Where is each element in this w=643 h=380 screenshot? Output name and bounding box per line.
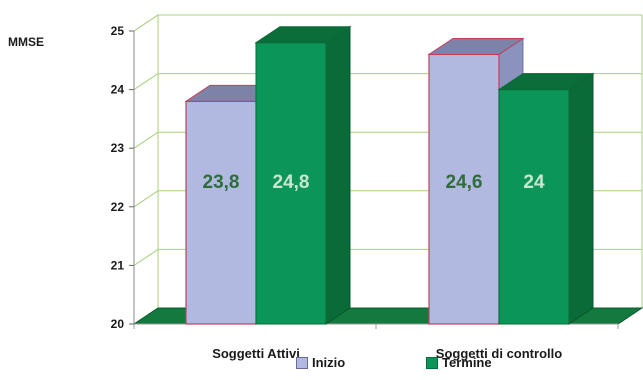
x-tick-label: Soggetti Attivi: [212, 346, 300, 361]
y-axis-label: MMSE: [8, 35, 44, 49]
bar-termine: [255, 42, 327, 325]
legend: Inizio Termine: [0, 355, 643, 373]
legend-swatch-inizio: [296, 356, 308, 369]
bar-top-termine: [497, 73, 595, 91]
gridline-side: [133, 131, 159, 149]
legend-label-termine: Termine: [442, 355, 492, 370]
x-tick-label: Soggetti di controllo: [436, 346, 562, 361]
legend-item-termine: Termine: [426, 355, 492, 370]
gridline-side: [133, 190, 159, 208]
legend-label-inizio: Inizio: [312, 355, 346, 370]
bar-top-termine: [254, 26, 352, 44]
data-label: 24,8: [273, 172, 310, 193]
y-tick-label: 21: [111, 258, 125, 272]
gridline-side: [133, 14, 159, 32]
legend-item-inizio: Inizio: [296, 355, 345, 370]
y-tick-label: 24: [111, 83, 125, 97]
y-tick-label: 20: [111, 317, 125, 331]
legend-swatch-termine: [426, 356, 438, 369]
bar-termine: [498, 89, 570, 325]
gridline-side: [133, 73, 159, 91]
gridline-side: [133, 248, 159, 266]
side-wall: [133, 14, 159, 325]
bar-side-termine: [325, 25, 351, 325]
y-tick-label: 23: [111, 141, 125, 155]
data-label: 24: [523, 172, 545, 193]
y-tick-label: 25: [111, 24, 125, 38]
data-label: 24,6: [446, 172, 483, 193]
bar-side-termine: [568, 72, 594, 325]
bar-inizio: [185, 100, 257, 325]
bar-inizio: [428, 53, 500, 325]
y-tick-label: 22: [111, 200, 125, 214]
bar-top-inizio: [427, 37, 525, 55]
data-label: 23,8: [203, 172, 240, 193]
